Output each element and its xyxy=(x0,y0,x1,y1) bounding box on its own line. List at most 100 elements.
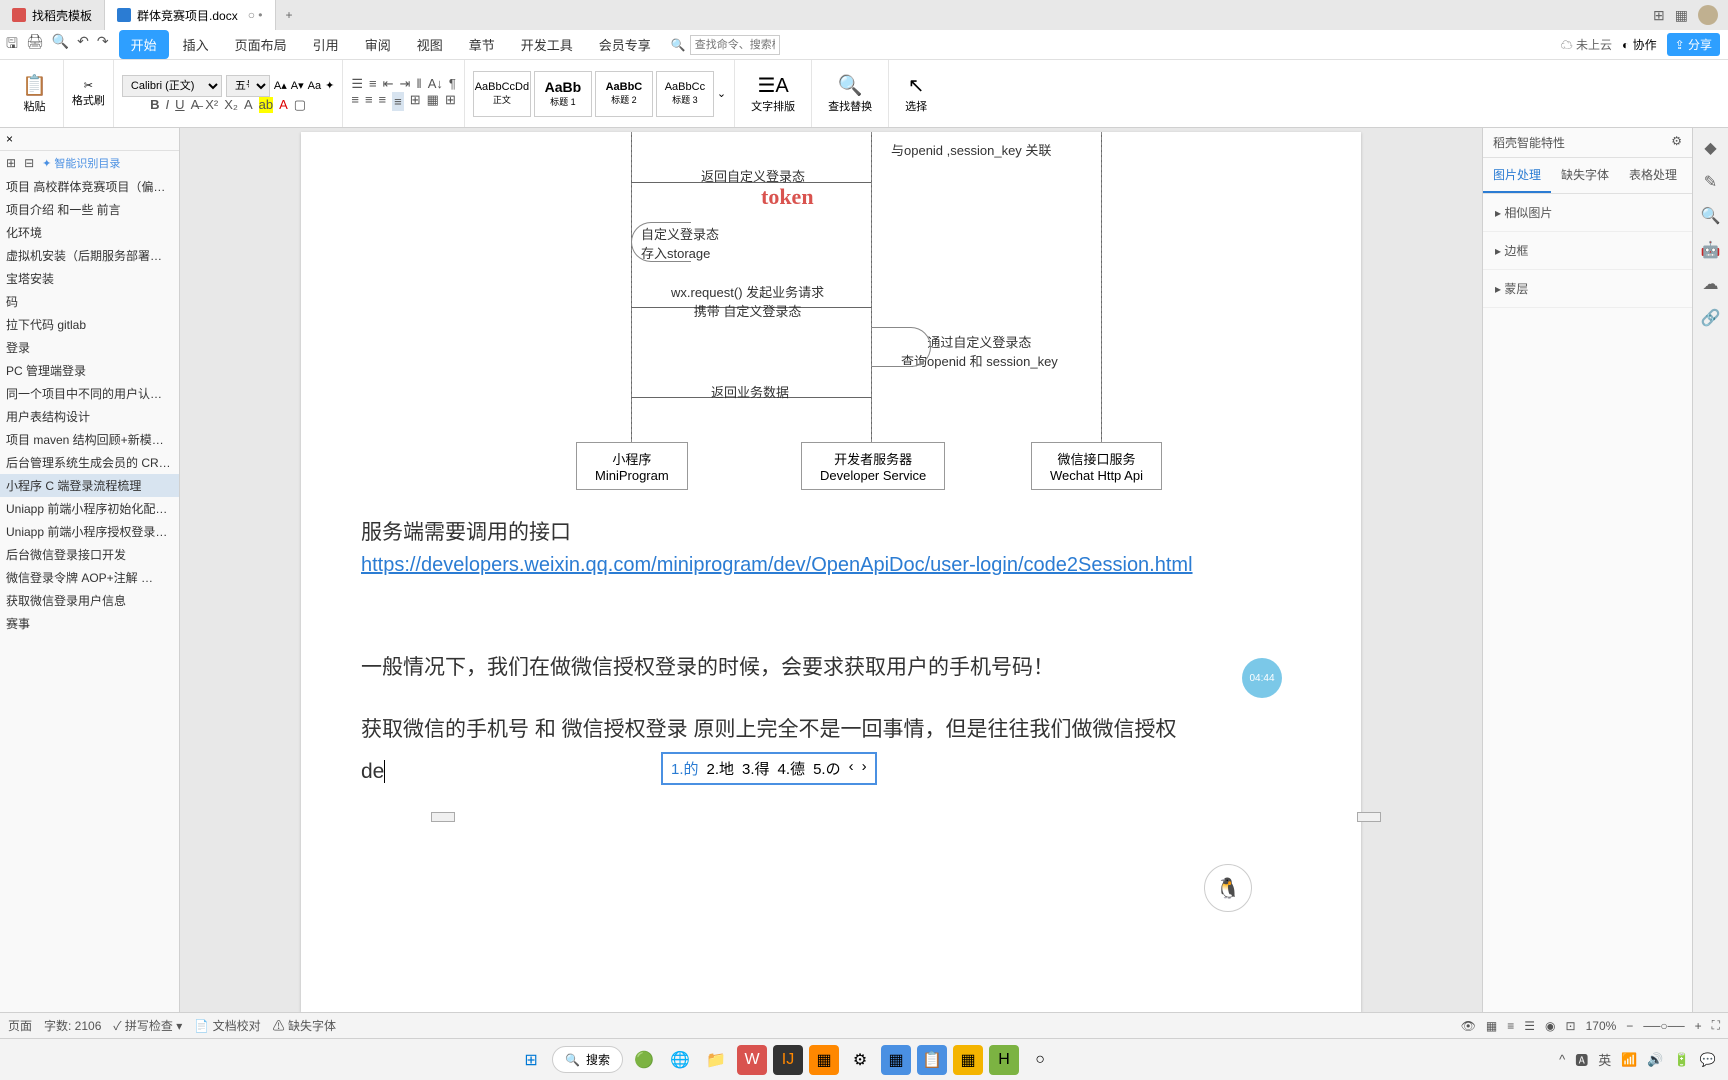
preview-icon[interactable]: 🔍 xyxy=(52,33,69,57)
settings-icon[interactable]: ⚙ xyxy=(1671,134,1682,151)
task-icon-6[interactable]: ⚙ xyxy=(845,1045,875,1075)
task-icon-10[interactable]: H xyxy=(989,1045,1019,1075)
outline-item[interactable]: 后台管理系统生成会员的 CR… xyxy=(0,451,179,474)
outline-item[interactable]: 项目介绍 和一些 前言 xyxy=(0,198,179,221)
props-tab-table[interactable]: 表格处理 xyxy=(1619,158,1687,193)
task-icon-idea[interactable]: IJ xyxy=(773,1045,803,1075)
clear-format-icon[interactable]: ✦ xyxy=(325,79,334,92)
fit-icon[interactable]: ⊡ xyxy=(1566,1019,1576,1033)
save-icon[interactable]: 🖫 xyxy=(6,33,18,57)
indent-icon[interactable]: ⇥ xyxy=(399,76,410,92)
task-icon-wps[interactable]: W xyxy=(737,1045,767,1075)
outdent-icon[interactable]: ⇤ xyxy=(383,76,394,92)
tray-lang-icon[interactable]: 英 xyxy=(1598,1050,1611,1069)
ime-candidates[interactable]: 1.的 2.地 3.得 4.德 5.の ‹ › xyxy=(661,752,877,785)
style-h2[interactable]: AaBbC 标题 2 xyxy=(595,71,653,117)
strike-button[interactable]: A̶ xyxy=(191,97,200,113)
outline-item[interactable]: 登录 xyxy=(0,336,179,359)
task-icon-7[interactable]: ▦ xyxy=(881,1045,911,1075)
task-icon-9[interactable]: ▦ xyxy=(953,1045,983,1075)
outline-item[interactable]: 同一个项目中不同的用户认证… xyxy=(0,382,179,405)
shrink-font-icon[interactable]: A▾ xyxy=(291,79,304,92)
search-input[interactable] xyxy=(690,35,780,55)
change-case-icon[interactable]: Aa xyxy=(308,80,321,92)
vbar-search-icon[interactable]: 🔍 xyxy=(1701,206,1721,226)
show-marks-icon[interactable]: ¶ xyxy=(449,76,456,92)
zoom-out-icon[interactable]: − xyxy=(1626,1019,1633,1033)
status-missing-font[interactable]: ⚠ 缺失字体 xyxy=(273,1017,336,1034)
align-right-icon[interactable]: ≡ xyxy=(379,92,387,111)
outline-item[interactable]: 项目 高校群体竞赛项目（偏… xyxy=(0,175,179,198)
menu-vip[interactable]: 会员专享 xyxy=(587,30,663,59)
undo-icon[interactable]: ↶ xyxy=(77,33,89,57)
redo-icon[interactable]: ↷ xyxy=(97,33,109,57)
cut-icon[interactable]: ✂ xyxy=(84,79,93,92)
format-brush-button[interactable]: 格式刷 xyxy=(72,92,105,108)
tab-template[interactable]: 找稻壳模板 xyxy=(0,0,105,30)
align-center-icon[interactable]: ≡ xyxy=(365,92,373,111)
outline-item[interactable]: 拉下代码 gitlab xyxy=(0,313,179,336)
zoom-value[interactable]: 170% xyxy=(1586,1019,1617,1033)
page-handle-right[interactable] xyxy=(1357,812,1381,822)
align-left-icon[interactable]: ≡ xyxy=(351,92,359,111)
menu-layout[interactable]: 页面布局 xyxy=(223,30,299,59)
vbar-diamond-icon[interactable]: ◆ xyxy=(1704,138,1716,158)
print-icon[interactable]: 🖨 xyxy=(26,33,44,57)
timer-bubble[interactable]: 04:44 xyxy=(1242,658,1282,698)
props-tab-image[interactable]: 图片处理 xyxy=(1483,158,1551,193)
task-icon-explorer[interactable]: 📁 xyxy=(701,1045,731,1075)
collab-button[interactable]: ◐ 协作 xyxy=(1622,36,1657,53)
font-color-button[interactable]: A xyxy=(279,97,288,113)
share-button[interactable]: ⇪ 分享 xyxy=(1667,33,1720,56)
ime-prev-icon[interactable]: ‹ xyxy=(849,758,854,779)
ime-cand-4[interactable]: 4.德 xyxy=(778,758,806,779)
vbar-robot-icon[interactable]: 🤖 xyxy=(1701,240,1721,260)
bullet-list-icon[interactable]: ☰ xyxy=(351,76,363,92)
ai-outline-label[interactable]: ✦ 智能识别目录 xyxy=(42,155,120,171)
font-name-select[interactable]: Calibri (正文) xyxy=(122,75,222,97)
vbar-cloud-icon[interactable]: ☁ xyxy=(1703,274,1719,294)
vbar-clip-icon[interactable]: 🔗 xyxy=(1701,308,1721,328)
collapse-icon[interactable]: ⊟ xyxy=(24,156,34,170)
cloud-status[interactable]: ☁ 未上云 xyxy=(1561,36,1612,53)
view-outline-icon[interactable]: ≡ xyxy=(1507,1019,1514,1033)
style-h1[interactable]: AaBb 标题 1 xyxy=(534,71,592,117)
grid-icon[interactable]: ▦ xyxy=(1675,7,1688,24)
outline-item[interactable]: 宝塔安装 xyxy=(0,267,179,290)
outline-item[interactable]: 赛事 xyxy=(0,612,179,635)
menu-dev[interactable]: 开发工具 xyxy=(509,30,585,59)
document-area[interactable]: 与openid ,session_key 关联 返回自定义登录态 token 自… xyxy=(180,128,1482,1012)
tray-volume-icon[interactable]: 🔊 xyxy=(1647,1052,1663,1068)
align-justify-icon[interactable]: ≡ xyxy=(392,92,404,111)
ime-cand-5[interactable]: 5.の xyxy=(813,758,841,779)
close-panel-icon[interactable]: × xyxy=(6,132,13,146)
tray-ime-icon[interactable]: 🅰 xyxy=(1575,1050,1588,1069)
outline-item[interactable]: PC 管理端登录 xyxy=(0,359,179,382)
tray-chevron-icon[interactable]: ^ xyxy=(1559,1052,1565,1067)
tray-wifi-icon[interactable]: 📶 xyxy=(1621,1052,1637,1068)
text-layout-button[interactable]: ☰A 文字排版 xyxy=(743,73,803,114)
sort-icon[interactable]: A↓ xyxy=(428,76,443,92)
props-tab-font[interactable]: 缺失字体 xyxy=(1551,158,1619,193)
sub-button[interactable]: X₂ xyxy=(224,97,238,113)
expand-icon[interactable]: ⊞ xyxy=(6,156,16,170)
view-web-icon[interactable]: ☰ xyxy=(1524,1019,1535,1033)
outline-item[interactable]: 化环境 xyxy=(0,221,179,244)
props-section-related[interactable]: ▸ 相似图片 xyxy=(1483,194,1692,232)
command-search[interactable]: 🔍 xyxy=(671,35,780,55)
border-icon[interactable]: ⊞ xyxy=(445,92,456,111)
outline-item[interactable]: 项目 maven 结构回顾+新模… xyxy=(0,428,179,451)
zoom-in-icon[interactable]: + xyxy=(1695,1019,1702,1033)
font-effect-button[interactable]: A xyxy=(244,97,253,113)
line-spacing-icon[interactable]: ‖ xyxy=(416,76,421,92)
view-read-icon[interactable]: 👁 xyxy=(1461,1019,1476,1033)
outline-item[interactable]: 用户表结构设计 xyxy=(0,405,179,428)
ime-cand-3[interactable]: 3.得 xyxy=(742,758,770,779)
menu-start[interactable]: 开始 xyxy=(119,30,169,59)
grow-font-icon[interactable]: A▴ xyxy=(274,79,287,92)
distribute-icon[interactable]: ⊞ xyxy=(410,92,421,111)
ime-cand-2[interactable]: 2.地 xyxy=(707,758,735,779)
outline-item[interactable]: 后台微信登录接口开发 xyxy=(0,543,179,566)
task-icon-5[interactable]: ▦ xyxy=(809,1045,839,1075)
ime-cand-1[interactable]: 1.的 xyxy=(671,758,699,779)
